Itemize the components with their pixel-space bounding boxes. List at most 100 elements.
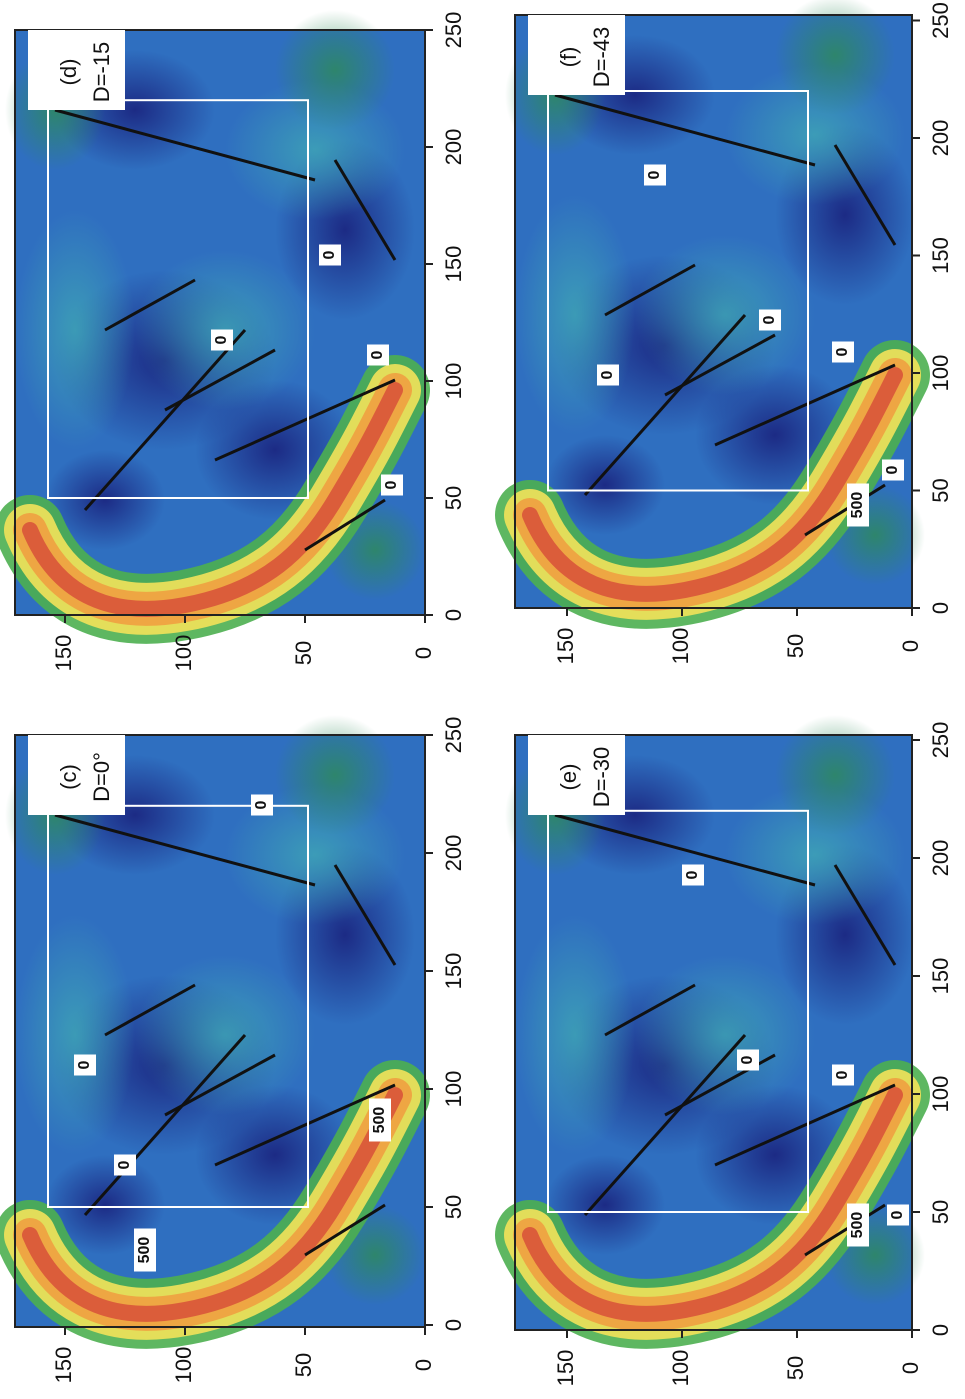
contour-label-box xyxy=(887,1204,909,1226)
contour-label: 0 xyxy=(76,1060,93,1069)
fault-line xyxy=(554,813,816,887)
x-tick-label: 100 xyxy=(441,363,466,400)
contour-label: 0 xyxy=(253,800,270,809)
fault-line xyxy=(83,1034,247,1216)
y-tick-label: 100 xyxy=(668,1350,693,1387)
y-tick-label: 150 xyxy=(51,635,76,672)
fault-line xyxy=(804,483,886,537)
x-tick-label: 150 xyxy=(441,246,466,283)
contour-label: 0 xyxy=(213,335,230,344)
y-tick-label: 100 xyxy=(171,635,196,672)
contour-label-box xyxy=(597,364,619,386)
fault-line xyxy=(804,1203,886,1257)
label-box xyxy=(528,15,625,95)
label-box xyxy=(28,735,125,815)
x-tick-label: 200 xyxy=(928,840,953,877)
ridge-shade xyxy=(522,367,903,602)
contour-label: 0 xyxy=(884,465,901,474)
x-tick-label: 250 xyxy=(928,2,953,39)
map-shade xyxy=(545,435,665,535)
panel-dip: D=-43 xyxy=(589,27,614,88)
x-tick-label: 0 xyxy=(441,1319,466,1331)
panel-label: (c) xyxy=(56,764,81,790)
study-box xyxy=(47,804,309,1209)
x-tick-label: 50 xyxy=(928,1200,953,1224)
contour-label-box xyxy=(74,1054,96,1076)
y-tick-label: 0 xyxy=(898,1362,923,1374)
contour-label-box xyxy=(847,483,869,527)
panel-label: (e) xyxy=(556,764,581,791)
fault-line xyxy=(54,108,316,182)
map-shade xyxy=(135,955,315,1115)
fault-line xyxy=(583,1034,747,1216)
contour-label: 0 xyxy=(889,1210,906,1219)
x-tick-label: 150 xyxy=(928,237,953,274)
fault-line xyxy=(583,314,747,496)
contour-label: 0 xyxy=(684,870,701,879)
contour-label: 0 xyxy=(834,347,851,356)
fault-line xyxy=(104,983,196,1037)
contour-label: 0 xyxy=(116,1160,133,1169)
fault-line xyxy=(604,983,696,1037)
map-shade xyxy=(635,235,815,395)
map-shade xyxy=(275,10,395,130)
x-tick-label: 200 xyxy=(441,835,466,872)
ridge-shade xyxy=(522,1087,903,1322)
map-shade xyxy=(515,195,635,435)
x-tick-label: 200 xyxy=(441,129,466,166)
fault-line xyxy=(714,1083,896,1167)
x-tick-label: 150 xyxy=(441,953,466,990)
label-box xyxy=(28,30,125,110)
fault-line xyxy=(83,329,247,511)
contour-label-box xyxy=(682,864,704,886)
contour-label-box xyxy=(882,459,904,481)
ridge-shade xyxy=(22,382,403,617)
map-shade xyxy=(15,915,135,1155)
y-tick-label: 100 xyxy=(171,1347,196,1384)
contour-label: 0 xyxy=(599,370,616,379)
y-tick-label: 150 xyxy=(553,628,578,665)
map-panel xyxy=(495,0,930,629)
fault-line xyxy=(333,159,397,261)
panel-label: (d) xyxy=(56,59,81,86)
y-tick-label: 50 xyxy=(783,1356,808,1380)
map-shade xyxy=(775,0,895,115)
map-shade xyxy=(545,1155,665,1255)
fault-line xyxy=(164,348,276,412)
fault-line xyxy=(164,1053,276,1117)
x-tick-label: 200 xyxy=(928,120,953,157)
x-tick-label: 250 xyxy=(441,12,466,49)
contour-label-box xyxy=(737,1049,759,1071)
fault-line xyxy=(604,263,696,317)
contour-label: 0 xyxy=(321,250,338,259)
y-tick-label: 100 xyxy=(668,628,693,665)
ridge-shade xyxy=(22,1087,403,1322)
map-shade xyxy=(275,715,395,835)
contour-label: 500 xyxy=(849,1212,866,1239)
contour-label: 500 xyxy=(136,1237,153,1264)
x-tick-label: 150 xyxy=(928,958,953,995)
contour-label: 0 xyxy=(761,315,778,324)
fault-line xyxy=(304,1203,386,1257)
contour-label-box xyxy=(114,1154,136,1176)
fault-line xyxy=(554,93,816,167)
contour-label-box xyxy=(369,1098,391,1142)
fault-line xyxy=(714,363,896,447)
contour-label: 0 xyxy=(834,1070,851,1079)
map-shade xyxy=(45,450,165,550)
y-tick-label: 50 xyxy=(783,634,808,658)
x-tick-label: 0 xyxy=(441,609,466,621)
x-tick-label: 0 xyxy=(928,1324,953,1336)
fault-line xyxy=(833,144,897,246)
y-tick-label: 150 xyxy=(51,1347,76,1384)
contour-label-box xyxy=(134,1228,156,1272)
contour-label-box xyxy=(211,329,233,351)
map-shade xyxy=(515,915,635,1155)
fault-line xyxy=(333,864,397,966)
contour-label: 0 xyxy=(739,1055,756,1064)
map-shade xyxy=(635,955,815,1115)
contour-label: 0 xyxy=(383,480,400,489)
study-box xyxy=(547,90,809,492)
label-box xyxy=(528,735,625,815)
